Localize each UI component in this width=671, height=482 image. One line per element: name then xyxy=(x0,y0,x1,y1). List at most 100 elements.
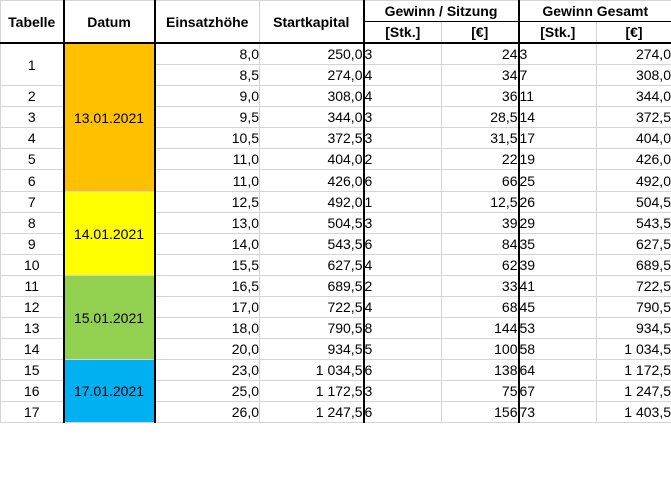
cell-tabelle[interactable]: 9 xyxy=(0,233,65,255)
cell-gesamt-eur[interactable]: 1 403,5 xyxy=(596,401,671,423)
cell-einsatzhoehe[interactable]: 8,0 xyxy=(154,42,260,65)
cell-gesamt-eur[interactable]: 790,5 xyxy=(596,296,671,318)
cell-startkapital[interactable]: 1 034,5 xyxy=(259,359,365,381)
cell-sitzung-stk[interactable]: 4 xyxy=(363,296,442,318)
cell-sitzung-stk[interactable]: 6 xyxy=(363,169,442,192)
cell-gesamt-stk[interactable]: 41 xyxy=(518,275,597,297)
cell-einsatzhoehe[interactable]: 23,0 xyxy=(154,359,260,381)
cell-startkapital[interactable]: 274,0 xyxy=(259,64,365,86)
cell-gesamt-eur[interactable]: 492,0 xyxy=(596,169,671,192)
cell-sitzung-eur[interactable]: 66 xyxy=(441,169,520,192)
cell-datum[interactable]: 13.01.2021 xyxy=(63,42,156,192)
cell-startkapital[interactable]: 404,0 xyxy=(259,148,365,170)
cell-gesamt-stk[interactable]: 7 xyxy=(518,64,597,86)
cell-tabelle[interactable]: 3 xyxy=(0,106,65,128)
cell-einsatzhoehe[interactable]: 16,5 xyxy=(154,275,260,297)
cell-startkapital[interactable]: 627,5 xyxy=(259,254,365,276)
header-gewinn-gesamt[interactable]: Gewinn Gesamt xyxy=(518,0,671,22)
cell-sitzung-stk[interactable]: 5 xyxy=(363,338,442,360)
cell-sitzung-stk[interactable]: 1 xyxy=(363,191,442,213)
header-gesamt-stk[interactable]: [Stk.] xyxy=(518,21,597,44)
cell-einsatzhoehe[interactable]: 11,0 xyxy=(154,169,260,192)
cell-einsatzhoehe[interactable]: 15,5 xyxy=(154,254,260,276)
cell-sitzung-stk[interactable]: 4 xyxy=(363,254,442,276)
cell-gesamt-stk[interactable]: 29 xyxy=(518,212,597,234)
cell-gesamt-eur[interactable]: 1 172,5 xyxy=(596,359,671,381)
cell-datum[interactable]: 14.01.2021 xyxy=(63,191,156,276)
cell-gesamt-eur[interactable]: 426,0 xyxy=(596,148,671,170)
cell-einsatzhoehe[interactable]: 8,5 xyxy=(154,64,260,86)
cell-einsatzhoehe[interactable]: 11,0 xyxy=(154,148,260,170)
cell-sitzung-eur[interactable]: 34 xyxy=(441,64,520,86)
cell-sitzung-eur[interactable]: 12,5 xyxy=(441,191,520,213)
cell-einsatzhoehe[interactable]: 25,0 xyxy=(154,380,260,402)
cell-startkapital[interactable]: 689,5 xyxy=(259,275,365,297)
cell-einsatzhoehe[interactable]: 12,5 xyxy=(154,191,260,213)
cell-sitzung-stk[interactable]: 3 xyxy=(363,127,442,149)
cell-startkapital[interactable]: 308,0 xyxy=(259,85,365,107)
cell-einsatzhoehe[interactable]: 17,0 xyxy=(154,296,260,318)
cell-tabelle[interactable]: 12 xyxy=(0,296,65,318)
header-startkapital[interactable]: Startkapital xyxy=(259,0,365,44)
cell-sitzung-eur[interactable]: 28,5 xyxy=(441,106,520,128)
cell-gesamt-eur[interactable]: 372,5 xyxy=(596,106,671,128)
cell-gesamt-eur[interactable]: 344,0 xyxy=(596,85,671,107)
cell-gesamt-stk[interactable]: 26 xyxy=(518,191,597,213)
cell-startkapital[interactable]: 1 172,5 xyxy=(259,380,365,402)
cell-gesamt-stk[interactable]: 39 xyxy=(518,254,597,276)
cell-sitzung-eur[interactable]: 156 xyxy=(441,401,520,423)
header-gewinn-sitzung[interactable]: Gewinn / Sitzung xyxy=(363,0,520,22)
cell-tabelle[interactable]: 2 xyxy=(0,85,65,107)
cell-sitzung-stk[interactable]: 3 xyxy=(363,380,442,402)
cell-gesamt-eur[interactable]: 689,5 xyxy=(596,254,671,276)
cell-startkapital[interactable]: 492,0 xyxy=(259,191,365,213)
cell-startkapital[interactable]: 504,5 xyxy=(259,212,365,234)
cell-gesamt-stk[interactable]: 19 xyxy=(518,148,597,170)
cell-startkapital[interactable]: 372,5 xyxy=(259,127,365,149)
cell-sitzung-stk[interactable]: 3 xyxy=(363,212,442,234)
cell-sitzung-stk[interactable]: 4 xyxy=(363,85,442,107)
cell-startkapital[interactable]: 344,0 xyxy=(259,106,365,128)
cell-tabelle[interactable]: 16 xyxy=(0,380,65,402)
cell-einsatzhoehe[interactable]: 9,5 xyxy=(154,106,260,128)
cell-tabelle[interactable]: 11 xyxy=(0,275,65,297)
cell-sitzung-eur[interactable]: 75 xyxy=(441,380,520,402)
cell-datum[interactable]: 17.01.2021 xyxy=(63,359,156,423)
header-datum[interactable]: Datum xyxy=(63,0,156,44)
cell-gesamt-eur[interactable]: 274,0 xyxy=(596,42,671,65)
cell-sitzung-stk[interactable]: 8 xyxy=(363,317,442,339)
cell-tabelle[interactable]: 10 xyxy=(0,254,65,276)
cell-gesamt-stk[interactable]: 58 xyxy=(518,338,597,360)
cell-startkapital[interactable]: 426,0 xyxy=(259,169,365,192)
cell-tabelle[interactable]: 6 xyxy=(0,169,65,192)
cell-sitzung-stk[interactable]: 2 xyxy=(363,275,442,297)
cell-tabelle[interactable]: 14 xyxy=(0,338,65,360)
cell-sitzung-eur[interactable]: 22 xyxy=(441,148,520,170)
cell-sitzung-stk[interactable]: 3 xyxy=(363,106,442,128)
cell-gesamt-stk[interactable]: 14 xyxy=(518,106,597,128)
cell-gesamt-stk[interactable]: 53 xyxy=(518,317,597,339)
cell-sitzung-eur[interactable]: 24 xyxy=(441,42,520,65)
cell-einsatzhoehe[interactable]: 13,0 xyxy=(154,212,260,234)
cell-startkapital[interactable]: 250,0 xyxy=(259,42,365,65)
cell-gesamt-eur[interactable]: 504,5 xyxy=(596,191,671,213)
cell-gesamt-stk[interactable]: 73 xyxy=(518,401,597,423)
cell-einsatzhoehe[interactable]: 9,0 xyxy=(154,85,260,107)
cell-einsatzhoehe[interactable]: 18,0 xyxy=(154,317,260,339)
cell-datum[interactable]: 15.01.2021 xyxy=(63,275,156,360)
cell-gesamt-stk[interactable]: 3 xyxy=(518,42,597,65)
cell-tabelle[interactable]: 1 xyxy=(0,42,65,86)
header-tabelle[interactable]: Tabelle xyxy=(0,0,65,44)
cell-gesamt-eur[interactable]: 308,0 xyxy=(596,64,671,86)
cell-tabelle[interactable]: 7 xyxy=(0,191,65,213)
cell-einsatzhoehe[interactable]: 14,0 xyxy=(154,233,260,255)
cell-gesamt-stk[interactable]: 35 xyxy=(518,233,597,255)
cell-gesamt-stk[interactable]: 67 xyxy=(518,380,597,402)
cell-tabelle[interactable]: 4 xyxy=(0,127,65,149)
cell-sitzung-stk[interactable]: 4 xyxy=(363,64,442,86)
cell-sitzung-eur[interactable]: 62 xyxy=(441,254,520,276)
cell-sitzung-stk[interactable]: 6 xyxy=(363,359,442,381)
cell-gesamt-eur[interactable]: 934,5 xyxy=(596,317,671,339)
cell-einsatzhoehe[interactable]: 26,0 xyxy=(154,401,260,423)
cell-gesamt-stk[interactable]: 17 xyxy=(518,127,597,149)
